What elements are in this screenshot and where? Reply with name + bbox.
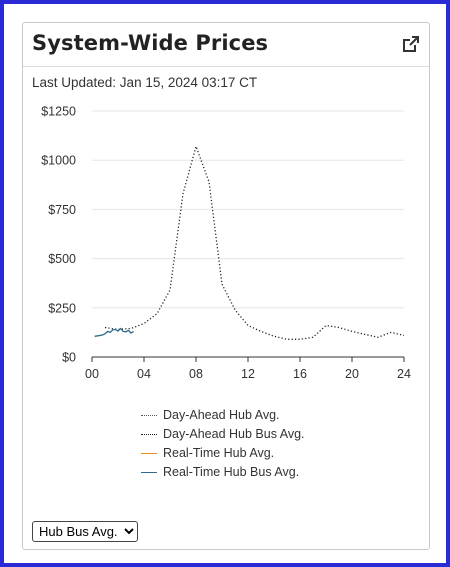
- chart-legend: Day-Ahead Hub Avg. Day-Ahead Hub Bus Avg…: [141, 406, 305, 482]
- y-tick-label: $1000: [41, 154, 76, 168]
- average-type-selector: Hub Bus Avg.: [32, 521, 138, 542]
- x-tick-label: 16: [293, 367, 307, 381]
- x-tick-label: 00: [85, 367, 99, 381]
- legend-item-real-time-hub[interactable]: Real-Time Hub Avg.: [141, 444, 305, 463]
- legend-item-day-ahead-hub[interactable]: Day-Ahead Hub Avg.: [141, 406, 305, 425]
- x-tick-label: 24: [397, 367, 411, 381]
- legend-label: Day-Ahead Hub Avg.: [163, 408, 280, 422]
- legend-swatch: [141, 453, 157, 454]
- x-tick-label: 08: [189, 367, 203, 381]
- legend-item-day-ahead-hub-bus[interactable]: Day-Ahead Hub Bus Avg.: [141, 425, 305, 444]
- x-tick-label: 20: [345, 367, 359, 381]
- series-line-day-ahead-hub-bus-avg: [104, 144, 405, 340]
- prices-card: System-Wide Prices Last Updated: Jan 15,…: [22, 22, 430, 550]
- average-type-select[interactable]: Hub Bus Avg.: [32, 521, 138, 542]
- y-tick-label: $250: [48, 301, 76, 315]
- series-line-real-time-hub-bus-avg: [94, 327, 134, 337]
- y-tick-label: $0: [62, 351, 76, 365]
- legend-label: Real-Time Hub Avg.: [163, 446, 275, 460]
- x-tick-label: 04: [137, 367, 151, 381]
- card-title: System-Wide Prices: [32, 31, 269, 55]
- y-tick-label: $1250: [41, 105, 76, 119]
- external-link-icon[interactable]: [401, 34, 421, 54]
- page-frame: System-Wide Prices Last Updated: Jan 15,…: [4, 4, 446, 563]
- price-chart: $0 $250 $500 $750 $1000 $1250 00 04 08 12 16 20 24: [41, 105, 411, 382]
- x-tick-label: 12: [241, 367, 255, 381]
- y-tick-label: $500: [48, 252, 76, 266]
- legend-item-real-time-hub-bus[interactable]: Real-Time Hub Bus Avg.: [141, 463, 305, 482]
- legend-label: Real-Time Hub Bus Avg.: [163, 465, 300, 479]
- legend-swatch: [141, 415, 157, 416]
- legend-swatch: [141, 472, 157, 473]
- last-updated-text: Last Updated: Jan 15, 2024 03:17 CT: [32, 75, 258, 90]
- card-header: System-Wide Prices: [23, 23, 429, 67]
- legend-label: Day-Ahead Hub Bus Avg.: [163, 427, 305, 441]
- y-tick-label: $750: [48, 203, 76, 217]
- legend-swatch: [141, 434, 157, 435]
